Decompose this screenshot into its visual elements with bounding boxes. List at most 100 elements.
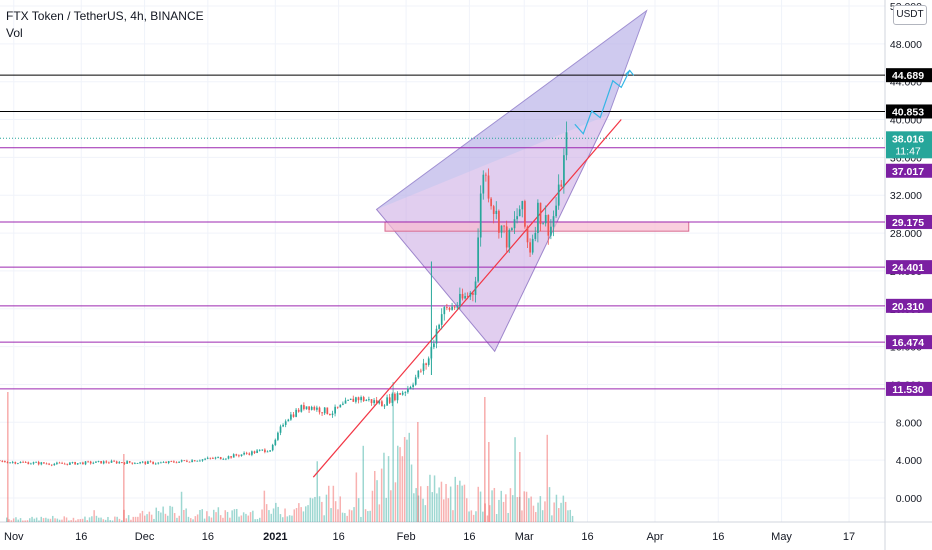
volume-bar: [111, 520, 114, 522]
candle: [89, 461, 92, 464]
candle: [30, 463, 32, 465]
volume-bar: [387, 456, 390, 522]
volume-bar: [104, 519, 107, 522]
volume-bar: [282, 517, 284, 522]
candle: [180, 460, 183, 462]
volume-bar: [231, 510, 233, 522]
candle: [563, 155, 565, 187]
volume-bar: [362, 445, 364, 522]
volume-bar: [472, 514, 475, 522]
candle: [53, 463, 56, 466]
volume-bar: [130, 519, 132, 522]
candle: [92, 462, 95, 464]
candle: [443, 307, 446, 315]
last-price-label-box: [886, 131, 932, 159]
volume-bar: [98, 517, 100, 522]
volume-bar: [229, 517, 231, 522]
volume-bar: [224, 510, 226, 522]
candle: [97, 461, 100, 462]
volume-bar: [201, 509, 203, 522]
symbol-title: FTX Token / TetherUS, 4h, BINANCE: [6, 9, 204, 23]
volume-bar: [537, 502, 539, 522]
volume-bar: [127, 515, 130, 522]
volume-bar: [309, 497, 312, 522]
candle: [425, 363, 427, 365]
candle: [204, 458, 206, 460]
volume-bar: [213, 509, 215, 522]
candle: [248, 453, 251, 455]
volume-bar: [484, 397, 486, 522]
candle: [251, 451, 253, 455]
volume-bar: [420, 486, 422, 522]
volume-bar: [507, 512, 509, 522]
candle: [466, 296, 469, 297]
time-tick-label: 16: [75, 531, 87, 543]
candle: [266, 451, 269, 453]
candle: [334, 406, 336, 414]
volume-bar: [187, 516, 190, 522]
volume-bar: [8, 519, 10, 522]
volume-bar: [81, 518, 84, 522]
candle: [0, 460, 1, 462]
candle: [277, 432, 279, 440]
price-level-label-box: [886, 381, 932, 396]
volume-bar: [551, 515, 553, 522]
volume-bar: [203, 518, 206, 522]
candle: [141, 461, 144, 463]
volume-bar: [367, 511, 369, 522]
candle: [282, 424, 284, 427]
volume-bar: [519, 452, 521, 522]
volume-bar: [456, 484, 459, 522]
volume-bar: [261, 509, 263, 522]
candle: [310, 406, 313, 410]
volume-bar: [495, 514, 498, 522]
candle: [274, 439, 277, 445]
volume-bar: [42, 518, 45, 522]
candle: [24, 462, 27, 463]
volume-bar: [528, 498, 530, 522]
rising-wedge: [375, 9, 648, 353]
candle: [149, 461, 152, 463]
volume-bar: [539, 496, 542, 522]
volume-bar: [541, 510, 544, 522]
candle: [113, 460, 115, 462]
candle: [123, 462, 126, 464]
candle: [498, 210, 500, 233]
candle: [453, 306, 456, 308]
volume-bar: [52, 515, 54, 522]
volume-bar: [546, 434, 548, 522]
currency-button[interactable]: USDT: [893, 5, 927, 25]
volume-bar: [86, 520, 88, 522]
candle: [417, 370, 420, 378]
price-tick-label: 8.000: [896, 417, 922, 429]
candle: [232, 454, 235, 458]
volume-bar: [401, 456, 404, 522]
price-tick-label: 0.000: [896, 493, 922, 505]
volume-bar: [164, 513, 167, 522]
candle: [300, 405, 303, 412]
candle: [128, 461, 131, 463]
candle: [422, 363, 425, 372]
candle: [160, 462, 162, 464]
candle: [108, 462, 110, 464]
candle: [14, 462, 17, 464]
candle: [170, 461, 173, 462]
volume-bar: [348, 509, 351, 522]
volume-bar: [75, 520, 77, 522]
candle: [500, 225, 503, 233]
volume-bar: [530, 496, 532, 522]
volume-bar: [443, 499, 445, 522]
volume-bar: [500, 490, 502, 522]
candle: [477, 237, 479, 282]
volume-bar: [360, 516, 362, 522]
volume-bar: [150, 514, 153, 522]
volume-bar: [256, 519, 259, 522]
volume-bar: [245, 513, 247, 522]
volume-bar: [394, 482, 397, 522]
candle: [118, 462, 121, 464]
volume-bar: [19, 518, 22, 522]
candle: [565, 132, 568, 156]
volume-bar: [22, 520, 24, 522]
candle: [100, 461, 102, 464]
